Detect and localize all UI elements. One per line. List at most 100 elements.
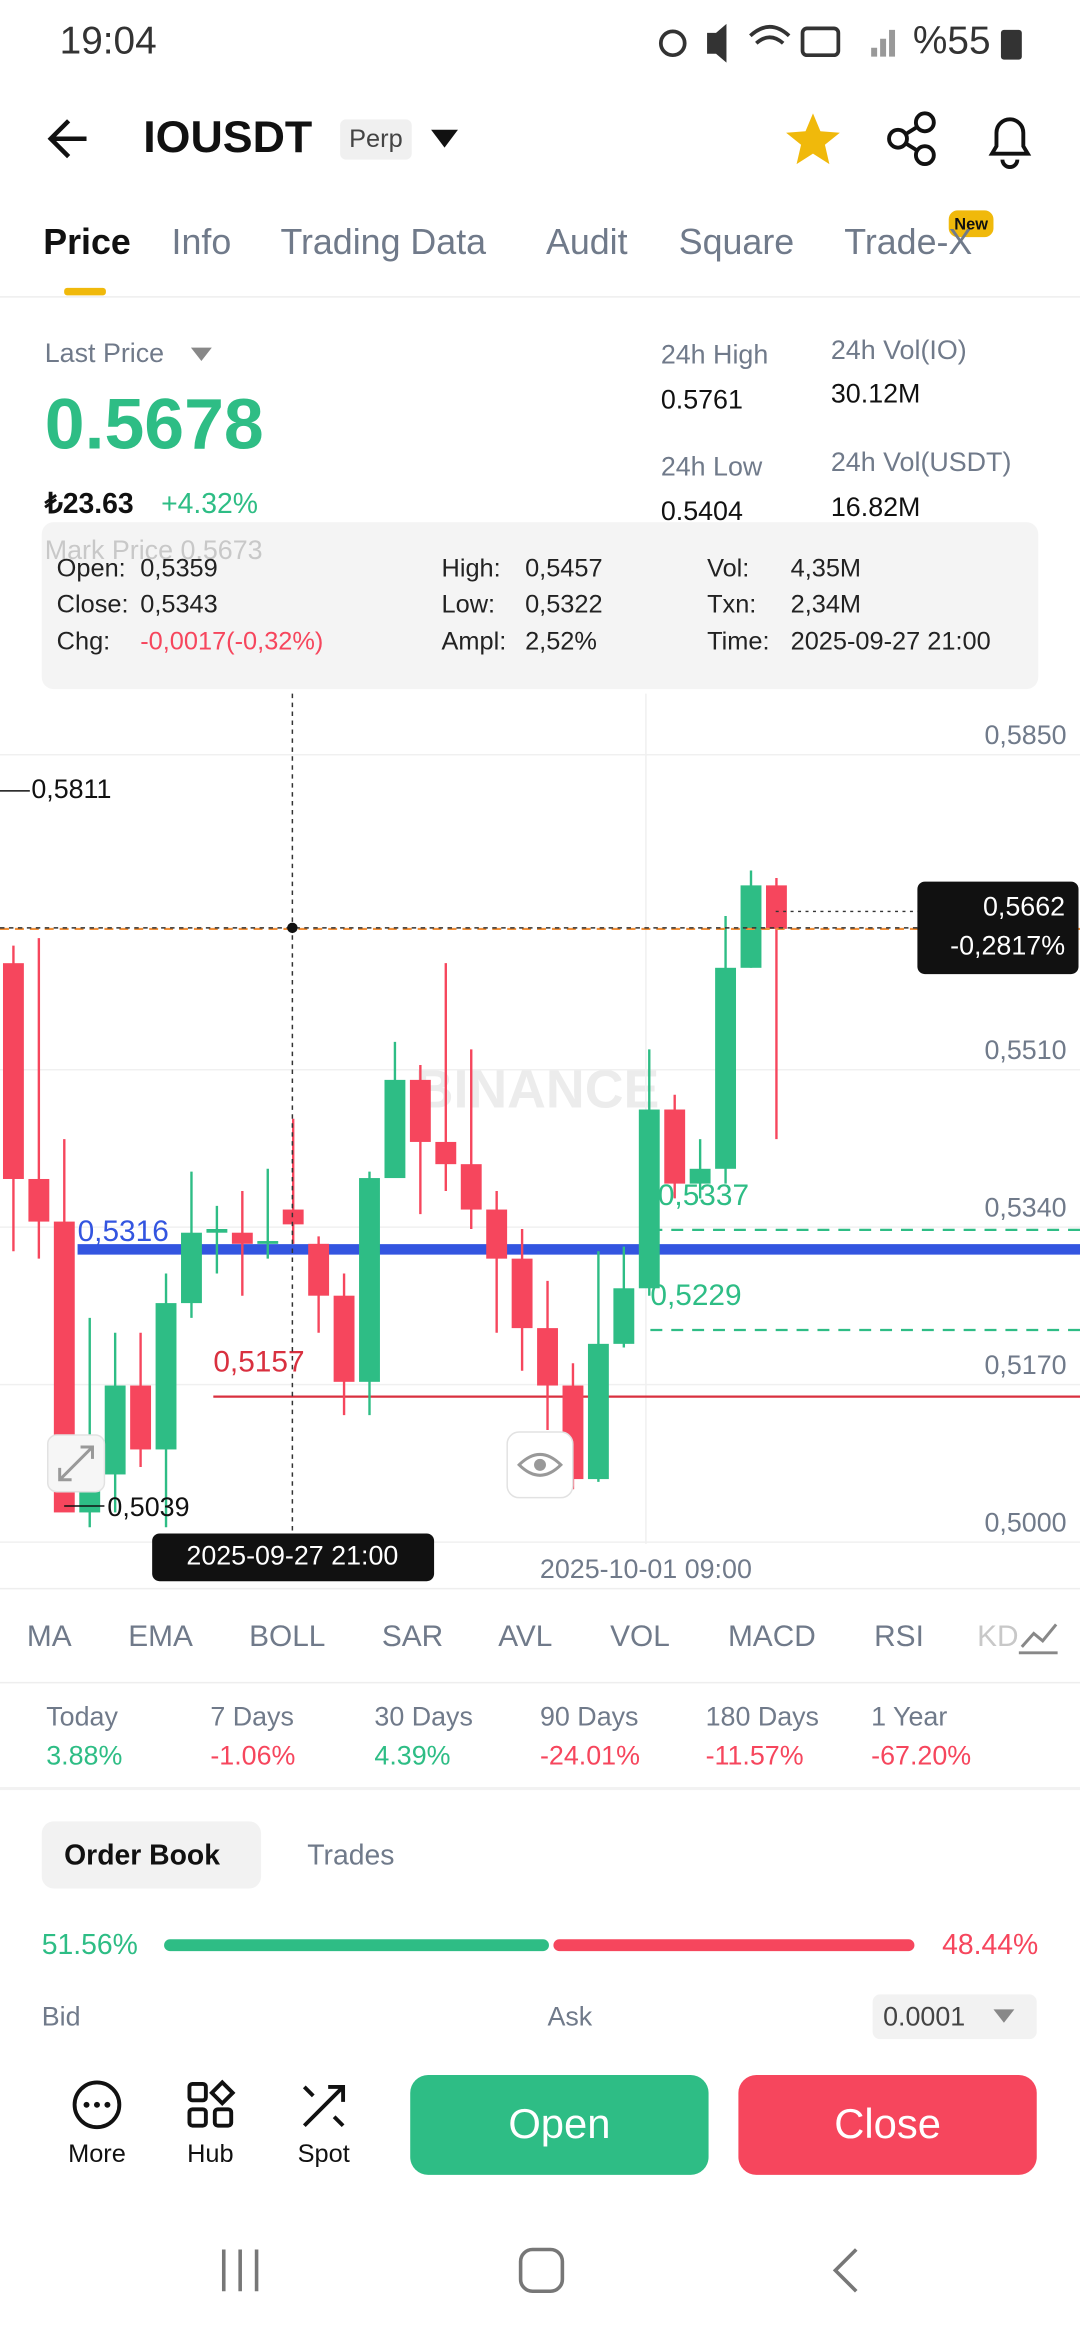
- performance-label: 90 Days: [540, 1702, 638, 1732]
- trades-tab[interactable]: Trades: [307, 1840, 394, 1872]
- indicator-tab[interactable]: VOL: [610, 1620, 670, 1653]
- price-level-label: 0,5157: [213, 1346, 304, 1379]
- precision-select[interactable]: [872, 1994, 1037, 2040]
- candle-body: [664, 1109, 686, 1184]
- perp-badge: [340, 119, 412, 160]
- indicator-tab[interactable]: RSI: [874, 1620, 924, 1653]
- candle-body: [130, 1385, 152, 1450]
- close-label[interactable]: Close: [834, 2100, 941, 2147]
- stat-label: 24h Vol(IO): [831, 335, 967, 365]
- tooltip-value: 2,34M: [791, 590, 861, 618]
- tab[interactable]: Info: [172, 222, 232, 262]
- tooltip-value: 2025-09-27 21:00: [791, 628, 991, 656]
- tooltip-value: 0,5359: [140, 555, 218, 583]
- stat-label: 24h Vol(USDT): [831, 447, 1012, 477]
- eye-pupil: [534, 1458, 546, 1471]
- candle-body: [587, 1343, 609, 1480]
- spot-label[interactable]: Spot: [298, 2140, 350, 2168]
- performance-label: Today: [46, 1702, 118, 1732]
- tooltip-value: 4,35M: [791, 555, 861, 583]
- hub-label[interactable]: Hub: [187, 2140, 233, 2168]
- indicator-tab[interactable]: AVL: [498, 1620, 552, 1653]
- candle-body: [765, 885, 787, 929]
- performance-label: 180 Days: [706, 1702, 819, 1732]
- chart: BINANCE 0,5850 0,5510 0,5340 0,5170 0,5000 0,5…: [0, 693, 1080, 1584]
- performance-value: -67.20%: [871, 1740, 971, 1770]
- share-button[interactable]: [887, 111, 936, 167]
- last-price-box: [917, 881, 1079, 975]
- bid-ratio-bar: [164, 1939, 549, 1952]
- indicator-tab[interactable]: MA: [27, 1620, 72, 1653]
- new-badge-bg: [948, 210, 994, 238]
- back-button[interactable]: [47, 119, 87, 159]
- y-tick-label: 0,5000: [984, 1507, 1066, 1537]
- candle-body: [613, 1288, 635, 1344]
- close-button[interactable]: [738, 2074, 1037, 2175]
- candle-body: [460, 1164, 482, 1210]
- candle-body: [537, 1328, 558, 1386]
- tooltip-box: [41, 522, 1039, 690]
- candle-body: [231, 1232, 253, 1244]
- alert-bell[interactable]: [988, 117, 1032, 169]
- open-button[interactable]: [410, 2074, 709, 2175]
- stat-value: 30.12M: [831, 378, 921, 408]
- tooltip-label: Open:: [57, 555, 126, 583]
- candle-body: [638, 1109, 660, 1289]
- tab[interactable]: Trade-X: [844, 222, 972, 262]
- symbol-dropdown[interactable]: [431, 129, 458, 148]
- tab-indicator: [64, 287, 106, 296]
- status-battery: %55: [913, 20, 991, 63]
- fiat-price: ₺23.63: [44, 488, 134, 520]
- fullscreen-icon: [58, 1445, 94, 1482]
- y-tick-label: 0,5850: [984, 720, 1066, 750]
- candle-body: [257, 1241, 279, 1244]
- candle-body: [486, 1209, 508, 1259]
- tab[interactable]: Square: [679, 222, 794, 262]
- indicator-tab[interactable]: SAR: [382, 1620, 443, 1653]
- last-price-dropdown[interactable]: [190, 347, 212, 361]
- indicator-settings[interactable]: [1018, 1623, 1058, 1655]
- divider: [0, 1787, 1080, 1791]
- watermark: BINANCE: [415, 1060, 660, 1120]
- performance-label: 1 Year: [871, 1702, 947, 1732]
- tab[interactable]: Audit: [546, 222, 628, 262]
- indicator-tab[interactable]: BOLL: [249, 1620, 325, 1653]
- low-marker-label: 0,5039: [107, 1492, 189, 1522]
- precision-dropdown: [993, 2009, 1015, 2023]
- stat-value: 0.5404: [661, 496, 743, 526]
- stat-value: 16.82M: [831, 492, 921, 522]
- candle-body: [28, 1178, 50, 1222]
- candle-body: [740, 885, 762, 968]
- price-level-label: 0,5316: [78, 1215, 169, 1248]
- favorite-star[interactable]: [786, 113, 840, 165]
- status-time: 19:04: [60, 20, 157, 63]
- tooltip-label: Close:: [57, 590, 129, 618]
- nav-bar: [221, 2247, 858, 2294]
- ask-header: Ask: [547, 2001, 592, 2031]
- bottom-icons: [72, 2079, 346, 2130]
- tab[interactable]: Price: [43, 222, 131, 262]
- candle-body: [435, 1141, 457, 1165]
- tooltip-value: 0,5457: [525, 555, 603, 583]
- open-label[interactable]: Open: [508, 2100, 610, 2147]
- performance-label: 30 Days: [374, 1702, 472, 1732]
- indicator-tab[interactable]: KD: [977, 1620, 1018, 1653]
- performance-value: -1.06%: [210, 1740, 295, 1770]
- candle-body: [715, 967, 737, 1169]
- indicator-tab[interactable]: EMA: [128, 1620, 193, 1653]
- order-book-tab-bg[interactable]: [41, 1821, 262, 1889]
- performance-label: 7 Days: [210, 1702, 294, 1732]
- candle-body: [282, 1209, 304, 1225]
- ask-ratio-bar: [553, 1939, 915, 1952]
- indicator-tab[interactable]: MACD: [728, 1620, 816, 1653]
- symbol-badge: Perp: [349, 125, 403, 153]
- order-book-tab[interactable]: Order Book: [64, 1840, 220, 1872]
- price-level-label: 0,5337: [658, 1179, 749, 1212]
- stat-label: 24h Low: [661, 451, 763, 481]
- y-tick-label: 0,5170: [984, 1350, 1066, 1380]
- tooltip-value: 0,5343: [140, 590, 218, 618]
- more-label[interactable]: More: [68, 2140, 126, 2168]
- tab[interactable]: Trading Data: [280, 222, 486, 262]
